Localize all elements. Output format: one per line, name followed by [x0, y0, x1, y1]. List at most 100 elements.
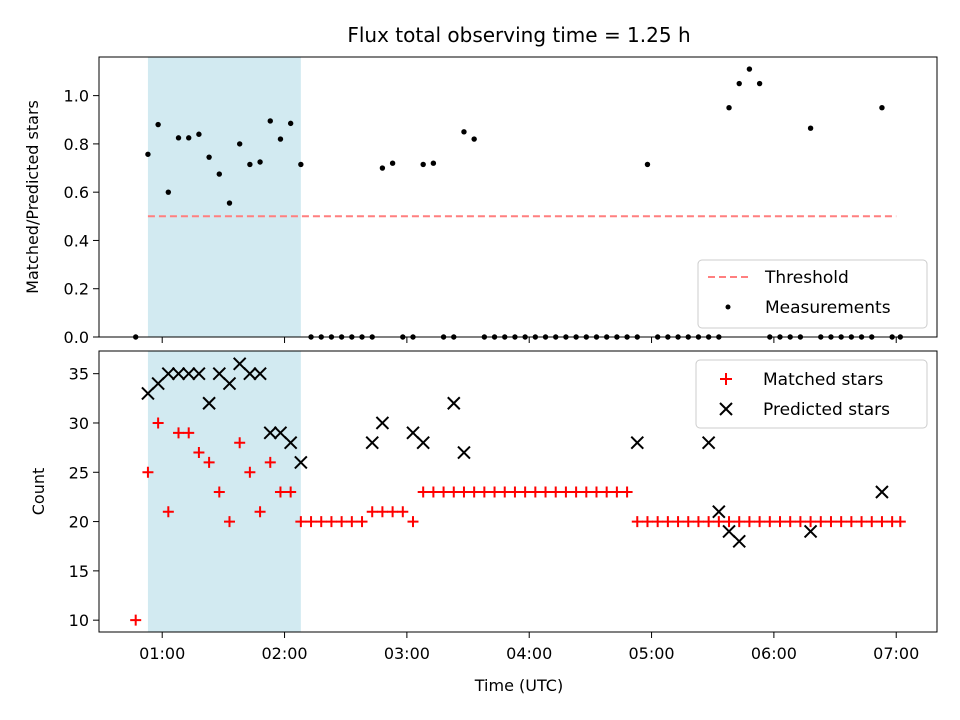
- x-tick-label: 02:00: [261, 644, 307, 663]
- matched-star-point: [580, 486, 592, 498]
- measurement-point: [471, 136, 477, 142]
- matched-star-point: [346, 516, 358, 528]
- matched-star-point: [794, 516, 806, 528]
- matched-star-point: [560, 486, 572, 498]
- y-tick-label: 0.0: [64, 328, 89, 347]
- measurement-point: [206, 154, 212, 160]
- matched-star-point: [162, 506, 174, 518]
- top-highlight-span: [147, 57, 301, 337]
- matched-star-point: [183, 427, 195, 439]
- matched-star-point: [336, 516, 348, 528]
- measurement-point: [287, 120, 294, 127]
- matched-star-point: [295, 516, 307, 528]
- matched-star-point: [427, 486, 439, 498]
- measurement-point: [236, 141, 243, 147]
- matched-star-point: [203, 456, 215, 468]
- top-y-ticks: 0.0 0.2 0.4 0.6 0.8 1.0: [64, 87, 99, 347]
- measurement-point: [196, 131, 202, 137]
- y-tick-label: 25: [69, 463, 89, 482]
- matched-star-point: [264, 456, 276, 468]
- measurement-point: [461, 129, 467, 135]
- matched-star-point: [173, 427, 185, 439]
- measurement-point: [389, 160, 396, 166]
- matched-star-point: [611, 486, 623, 498]
- legend-measurements-label: Measurements: [765, 298, 891, 318]
- matched-star-point: [152, 417, 164, 429]
- predicted-star-point: [222, 376, 237, 391]
- predicted-star-point: [263, 426, 277, 440]
- matched-star-point: [754, 516, 766, 528]
- matched-star-point: [825, 516, 837, 528]
- measurement-point: [226, 200, 233, 206]
- matched-star-point: [244, 466, 256, 478]
- measurement-point: [420, 161, 426, 168]
- measurement-point: [175, 135, 182, 141]
- matched-star-point: [631, 516, 643, 528]
- bottom-panel: 10 15 20 25 30 35 01:00 02:00 03:00 04:00 05:00 06…: [29, 350, 938, 695]
- predicted-star-point: [722, 524, 736, 539]
- matched-star-point: [672, 516, 684, 528]
- y-tick-label: 0.8: [64, 135, 89, 154]
- x-axis-label: Time (UTC): [474, 676, 563, 695]
- y-tick-label: 35: [69, 365, 89, 384]
- measurement-point: [257, 159, 263, 165]
- matched-star-point: [774, 516, 786, 528]
- matched-star-point: [489, 486, 501, 498]
- top-panel: 0.0 0.2 0.4 0.6 0.8 1.0 Matched/Predicted sta…: [23, 56, 938, 347]
- y-tick-label: 10: [69, 611, 89, 630]
- legend-threshold-label: Threshold: [764, 268, 849, 288]
- measurement-point: [165, 189, 172, 195]
- matched-star-point: [223, 516, 235, 528]
- predicted-star-point: [141, 386, 155, 401]
- matched-star-point: [733, 516, 745, 528]
- measurement-point: [726, 104, 732, 111]
- matched-star-point: [764, 516, 776, 528]
- predicted-star-point: [151, 376, 165, 391]
- matched-star-point: [356, 516, 368, 528]
- predicted-star-point: [803, 524, 818, 539]
- measurement-point: [756, 80, 763, 87]
- predicted-star-point: [447, 396, 461, 410]
- matched-stars-series: [130, 417, 906, 626]
- x-tick-label: 05:00: [628, 644, 674, 663]
- matched-star-point: [805, 516, 817, 528]
- matched-star-point: [540, 486, 552, 498]
- top-y-axis-label: Matched/Predicted stars: [23, 100, 42, 294]
- matched-star-point: [438, 486, 450, 498]
- measurement-point: [430, 160, 437, 166]
- x-tick-label: 03:00: [384, 644, 430, 663]
- measurement-point: [247, 161, 253, 168]
- y-tick-label: 1.0: [64, 87, 89, 106]
- matched-star-point: [743, 516, 755, 528]
- x-tick-label: 01:00: [139, 644, 185, 663]
- matched-star-point: [866, 516, 878, 528]
- matched-star-point: [550, 486, 562, 498]
- measurement-point: [746, 66, 753, 72]
- predicted-star-point: [416, 435, 430, 450]
- predicted-star-point: [243, 366, 257, 381]
- predicted-star-point: [232, 357, 247, 371]
- measurement-point: [155, 121, 161, 128]
- legend-predicted-label: Predicted stars: [763, 400, 890, 420]
- predicted-star-point: [161, 366, 176, 381]
- predicted-star-point: [294, 455, 308, 470]
- predicted-star-point: [212, 366, 227, 381]
- x-tick-label: 07:00: [873, 644, 919, 663]
- matched-star-point: [397, 506, 409, 518]
- highlight-span: [147, 57, 301, 337]
- bottom-axes-frame: [98, 350, 938, 633]
- matched-star-point: [692, 516, 704, 528]
- y-tick-label: 0.2: [64, 280, 89, 299]
- matched-star-point: [835, 516, 847, 528]
- matched-star-point: [621, 486, 633, 498]
- predicted-star-point: [182, 366, 196, 381]
- predicted-star-point: [701, 435, 716, 450]
- predicted-star-point: [875, 485, 889, 499]
- predicted-star-point: [171, 366, 186, 381]
- measurement-point: [879, 104, 885, 111]
- matched-star-point: [213, 486, 225, 498]
- top-legend: Threshold Measurements: [697, 259, 928, 329]
- predicted-star-point: [253, 366, 267, 381]
- measurement-point: [277, 136, 284, 142]
- matched-star-point: [274, 486, 286, 498]
